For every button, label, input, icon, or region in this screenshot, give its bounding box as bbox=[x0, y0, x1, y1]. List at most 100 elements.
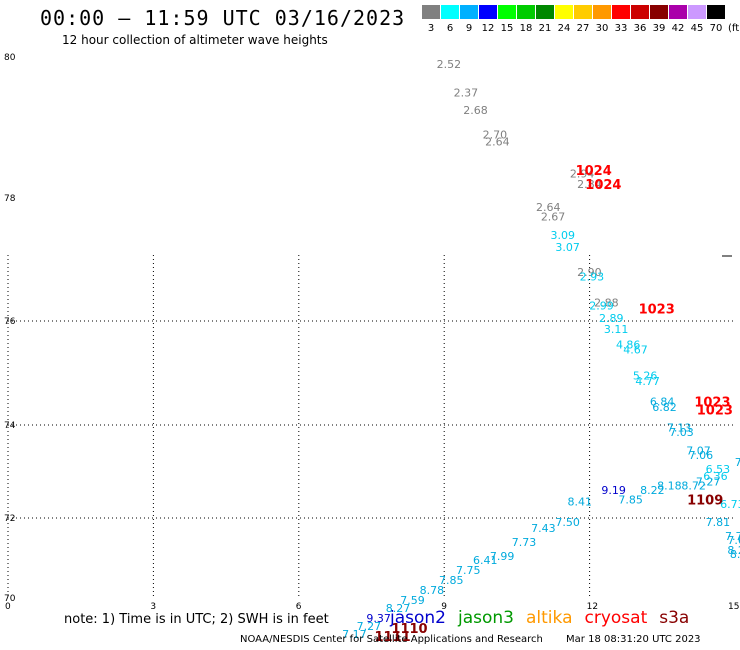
longitude-label: 6 bbox=[296, 602, 302, 612]
legend-swatch bbox=[517, 5, 535, 19]
wave-height-value: 7.99 bbox=[490, 550, 514, 563]
wave-height-value: 4.67 bbox=[623, 344, 648, 357]
pressure-label: 1110 bbox=[391, 622, 427, 637]
wave-height-value: 4.86 bbox=[616, 338, 641, 351]
wave-height-value: 2.84 bbox=[577, 178, 602, 191]
pressure-label: 1024 bbox=[576, 164, 612, 179]
legend-label: 30 bbox=[595, 23, 609, 34]
wave-height-value: 7.13 bbox=[667, 421, 692, 434]
wave-height-value: 6.36 bbox=[703, 470, 728, 483]
legend-swatch bbox=[574, 5, 592, 19]
wave-height-value: 2.94 bbox=[570, 167, 595, 180]
wave-height-value: 2.67 bbox=[541, 210, 566, 223]
wave-height-observations: 2.522.372.682.702.642.942.842.642.673.09… bbox=[342, 58, 740, 641]
latitude-label: 76 bbox=[4, 317, 16, 327]
legend-label: 6 bbox=[446, 23, 454, 34]
wave-height-value: 8.22 bbox=[640, 484, 665, 497]
wave-height-value: 2.64 bbox=[536, 201, 561, 214]
longitude-label: 0 bbox=[5, 602, 11, 612]
legend-label: 42 bbox=[671, 23, 685, 34]
legend-swatch bbox=[498, 5, 516, 19]
legend-label: 24 bbox=[557, 23, 571, 34]
latitude-label: 74 bbox=[4, 421, 16, 431]
legend-swatch bbox=[593, 5, 611, 19]
legend-swatch bbox=[631, 5, 649, 19]
legend-label: 18 bbox=[519, 23, 533, 34]
satellite-altika: altika bbox=[526, 608, 573, 628]
latitude-labels: 80 78 76 74 72 70 bbox=[4, 53, 16, 604]
legend-label: 45 bbox=[690, 23, 704, 34]
legend-swatch bbox=[688, 5, 706, 19]
longitude-labels: 0 3 6 9 12 15 bbox=[5, 602, 739, 612]
wave-height-value: 8.72 bbox=[681, 479, 706, 492]
satellite-jason3: jason3 bbox=[458, 608, 514, 628]
wave-height-value: 2.68 bbox=[463, 104, 488, 117]
note-text: note: 1) Time is in UTC; 2) SWH is in fe… bbox=[64, 612, 329, 627]
wave-height-value: 8.27 bbox=[386, 602, 411, 615]
legend-label: 39 bbox=[652, 23, 666, 34]
legend-swatch bbox=[669, 5, 687, 19]
legend-label: 36 bbox=[633, 23, 647, 34]
wave-height-value: 6.82 bbox=[652, 401, 677, 414]
legend-unit: (ft) bbox=[728, 23, 740, 34]
wave-height-value: 8.78 bbox=[420, 584, 445, 597]
wave-height-value: 2.52 bbox=[437, 58, 462, 71]
longitude-label: 15 bbox=[728, 602, 739, 612]
latitude-label: 70 bbox=[4, 594, 16, 604]
legend-label: 12 bbox=[481, 23, 495, 34]
latitude-label: 72 bbox=[4, 514, 15, 524]
map-subtitle: 12 hour collection of altimeter wave hei… bbox=[62, 33, 328, 47]
wave-height-value: 6.53 bbox=[706, 463, 731, 476]
wave-height-value: 7.06 bbox=[689, 449, 714, 462]
legend-label: 33 bbox=[614, 23, 628, 34]
wave-height-value: 2.89 bbox=[599, 312, 624, 325]
pressure-label: 1023 bbox=[694, 396, 730, 411]
wave-height-value: 3.11 bbox=[604, 323, 629, 336]
wave-height-value: 8.27 bbox=[727, 544, 740, 557]
wave-height-value: 2.90 bbox=[577, 266, 602, 279]
wave-height-value: 4.77 bbox=[635, 375, 660, 388]
latitude-label: 78 bbox=[4, 194, 16, 204]
wave-height-value: 7.43 bbox=[531, 522, 556, 535]
legend-label: 9 bbox=[465, 23, 473, 34]
wave-height-value: 2.93 bbox=[580, 271, 605, 284]
pressure-label: 1023 bbox=[639, 303, 675, 318]
map-grid bbox=[7, 255, 735, 598]
wave-height-value: 7.85 bbox=[618, 493, 643, 506]
map-title: 00:00 – 11:59 UTC 03/16/2023 bbox=[40, 6, 406, 30]
wave-height-value: 7.75 bbox=[456, 564, 481, 577]
wave-height-value: 2.70 bbox=[483, 129, 508, 142]
wave-height-value: 7.73 bbox=[725, 530, 740, 543]
satellite-cryosat: cryosat bbox=[584, 608, 648, 628]
wave-height-value: 2.88 bbox=[594, 297, 619, 310]
wave-height-value: 7.85 bbox=[439, 574, 464, 587]
legend-label: 3 bbox=[427, 23, 435, 34]
wave-height-value: 9.19 bbox=[601, 484, 626, 497]
wave-height-value: 2.99 bbox=[589, 300, 614, 313]
legend-swatch bbox=[479, 5, 497, 19]
wave-height-value: 3.07 bbox=[555, 241, 580, 254]
pressure-label: 1023 bbox=[697, 403, 733, 418]
wave-height-value: 7.81 bbox=[706, 516, 731, 529]
footer: NOAA/NESDIS Center for Satellite Applica… bbox=[240, 634, 701, 645]
wave-height-value: 7.27 bbox=[357, 620, 382, 633]
wave-height-value: 8.27 bbox=[730, 548, 740, 561]
legend-swatch bbox=[536, 5, 554, 19]
legend-label: 15 bbox=[500, 23, 514, 34]
legend-label: 27 bbox=[576, 23, 590, 34]
legend-swatch bbox=[441, 5, 459, 19]
wave-height-value: 5.26 bbox=[633, 370, 658, 383]
wave-height-value: 2.64 bbox=[485, 136, 510, 149]
legend-label: 21 bbox=[538, 23, 552, 34]
legend-swatch bbox=[555, 5, 573, 19]
wave-height-value: 7.59 bbox=[400, 594, 425, 607]
wave-height-value: 9.37 bbox=[366, 612, 391, 625]
longitude-label: 12 bbox=[587, 602, 598, 612]
longitude-label: 9 bbox=[441, 602, 447, 612]
legend-swatch bbox=[460, 5, 478, 19]
wave-height-value: 7.03 bbox=[669, 426, 694, 439]
pressure-label: 1111 bbox=[374, 630, 410, 645]
longitude-label: 3 bbox=[150, 602, 156, 612]
